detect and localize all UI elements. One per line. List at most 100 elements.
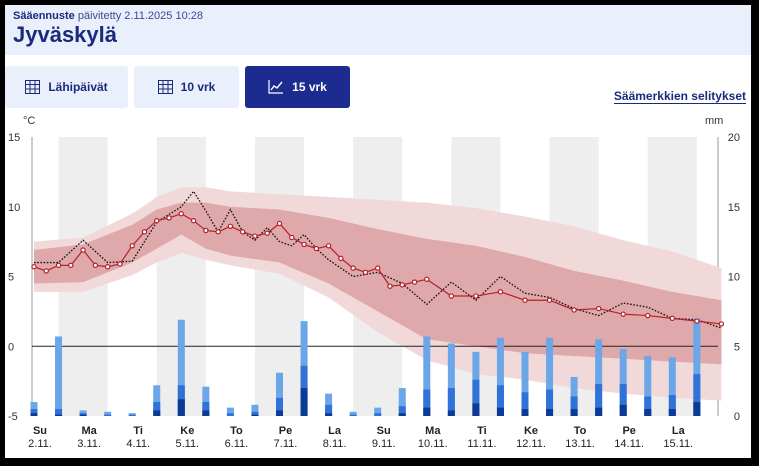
day-date-label: 4.11.	[126, 438, 150, 450]
temperature-point	[473, 293, 479, 299]
precipitation-bar-mid	[325, 404, 333, 416]
precipitation-bar-high	[202, 386, 210, 416]
precipitation-bar-high	[349, 411, 357, 416]
y-right-tick-label: 5	[734, 341, 740, 353]
update-info: Sääennuste päivitetty 2.11.2025 10:28	[13, 10, 203, 22]
y-left-tick-label: 0	[8, 341, 14, 353]
precipitation-bar-mid	[570, 396, 578, 416]
day-name-label: La	[672, 425, 686, 437]
day-name-label: Su	[33, 425, 47, 437]
precipitation-bar-high	[521, 351, 529, 416]
precipitation-bar-low	[79, 414, 87, 416]
y-right-tick-label: 0	[734, 411, 740, 423]
y-left-tick-label: 5	[8, 272, 14, 284]
temperature-point	[718, 321, 725, 327]
precipitation-bar-low	[153, 410, 161, 416]
day-name-label: Ti	[133, 425, 143, 437]
tab-label: Lähipäivät	[48, 80, 108, 94]
temperature-point	[338, 255, 344, 262]
precipitation-bar-mid	[251, 411, 259, 416]
temperature-point	[375, 265, 381, 271]
y-right-tick-label: 15	[728, 202, 740, 214]
precipitation-bar-mid	[619, 383, 627, 416]
precipitation-bar-high	[104, 411, 112, 416]
day-date-label: 10.11.	[418, 438, 448, 450]
precipitation-bar-high	[668, 357, 676, 416]
precipitation-bar-high	[128, 413, 136, 416]
precipitation-bar-high	[447, 343, 455, 416]
precipitation-bar-high	[496, 337, 504, 416]
update-label: Sääennuste	[13, 10, 75, 22]
temperature-point	[117, 261, 123, 267]
precipitation-bar-low	[472, 403, 480, 416]
precipitation-bar-mid	[349, 414, 357, 416]
day-date-label: 11.11.	[467, 438, 496, 450]
precipitation-bar-high	[251, 404, 259, 416]
precipitation-bar-low	[398, 413, 406, 416]
temperature-point	[92, 262, 99, 269]
temperature-point	[215, 229, 221, 235]
precipitation-bar-mid	[447, 388, 455, 416]
precipitation-bar-high	[398, 388, 406, 416]
precipitation-bar-low	[619, 404, 627, 416]
y-right-tick-label: 10	[728, 272, 740, 284]
day-name-label: Ke	[180, 425, 194, 437]
precipitation-bar-low	[496, 407, 504, 416]
precipitation-bar-low	[644, 409, 652, 416]
temperature-point	[669, 315, 676, 322]
temperature-point	[203, 227, 209, 234]
precipitation-bar-mid	[128, 414, 136, 416]
temperature-point	[546, 297, 553, 303]
day-name-label: Ke	[524, 425, 538, 437]
precipitation-bar-mid	[668, 395, 676, 416]
precipitation-bar-high	[595, 339, 603, 416]
precipitation-bar-low	[30, 413, 38, 416]
precipitation-bar-low	[423, 407, 431, 416]
precipitation-bar-mid	[546, 389, 554, 416]
y-left-unit: °C	[23, 115, 35, 127]
temperature-point	[31, 264, 37, 270]
precipitation-bar-low	[177, 399, 185, 416]
temperature-point	[362, 269, 369, 276]
temperature-point	[595, 305, 602, 312]
table-icon	[157, 80, 173, 94]
day-name-label: Su	[377, 425, 391, 437]
temperature-point	[448, 293, 455, 299]
day-date-label: 8.11.	[323, 438, 347, 450]
precipitation-bar-mid	[496, 385, 504, 416]
temperature-point	[190, 217, 197, 224]
precipitation-bar-mid	[153, 402, 161, 416]
tab-10-vrk[interactable]: 10 vrk	[134, 66, 239, 108]
y-left-tick-label: 15	[8, 132, 20, 144]
day-name-label: Ma	[425, 425, 441, 437]
precipitation-bar-high	[619, 349, 627, 416]
precipitation-bar-high	[693, 318, 701, 416]
tab-lahipaivat[interactable]: Lähipäivät	[5, 66, 128, 108]
day-name-label: To	[574, 425, 587, 437]
precipitation-bar-high	[55, 336, 63, 416]
day-name-label: Pe	[279, 425, 292, 437]
temperature-point	[313, 245, 320, 252]
day-date-label: 3.11.	[77, 438, 101, 450]
precipitation-bar-mid	[79, 413, 87, 416]
temperature-point	[43, 268, 49, 274]
precipitation-bar-high	[226, 407, 234, 416]
day-date-label: 9.11.	[372, 438, 396, 450]
day-date-label: 14.11.	[614, 438, 644, 450]
precipitation-bar-mid	[374, 413, 382, 416]
weather-symbols-legend-link[interactable]: Säämerkkien selitykset	[613, 89, 746, 104]
city-title: Jyväskylä	[13, 22, 117, 47]
temperature-point	[276, 220, 283, 227]
precipitation-bar-mid	[276, 397, 283, 416]
day-name-label: Ti	[477, 425, 487, 437]
day-date-label: 13.11.	[565, 438, 595, 450]
day-date-label: 5.11.	[175, 438, 199, 450]
precipitation-bar-low	[300, 388, 308, 416]
tab-label: 10 vrk	[180, 80, 216, 94]
precipitation-bar-low	[570, 409, 578, 416]
day-date-label: 15.11.	[663, 438, 693, 450]
precipitation-bar-high	[153, 385, 161, 416]
temperature-point	[350, 265, 356, 271]
tab-15-vrk[interactable]: 15 vrk	[245, 66, 350, 108]
day-name-label: To	[230, 425, 243, 437]
